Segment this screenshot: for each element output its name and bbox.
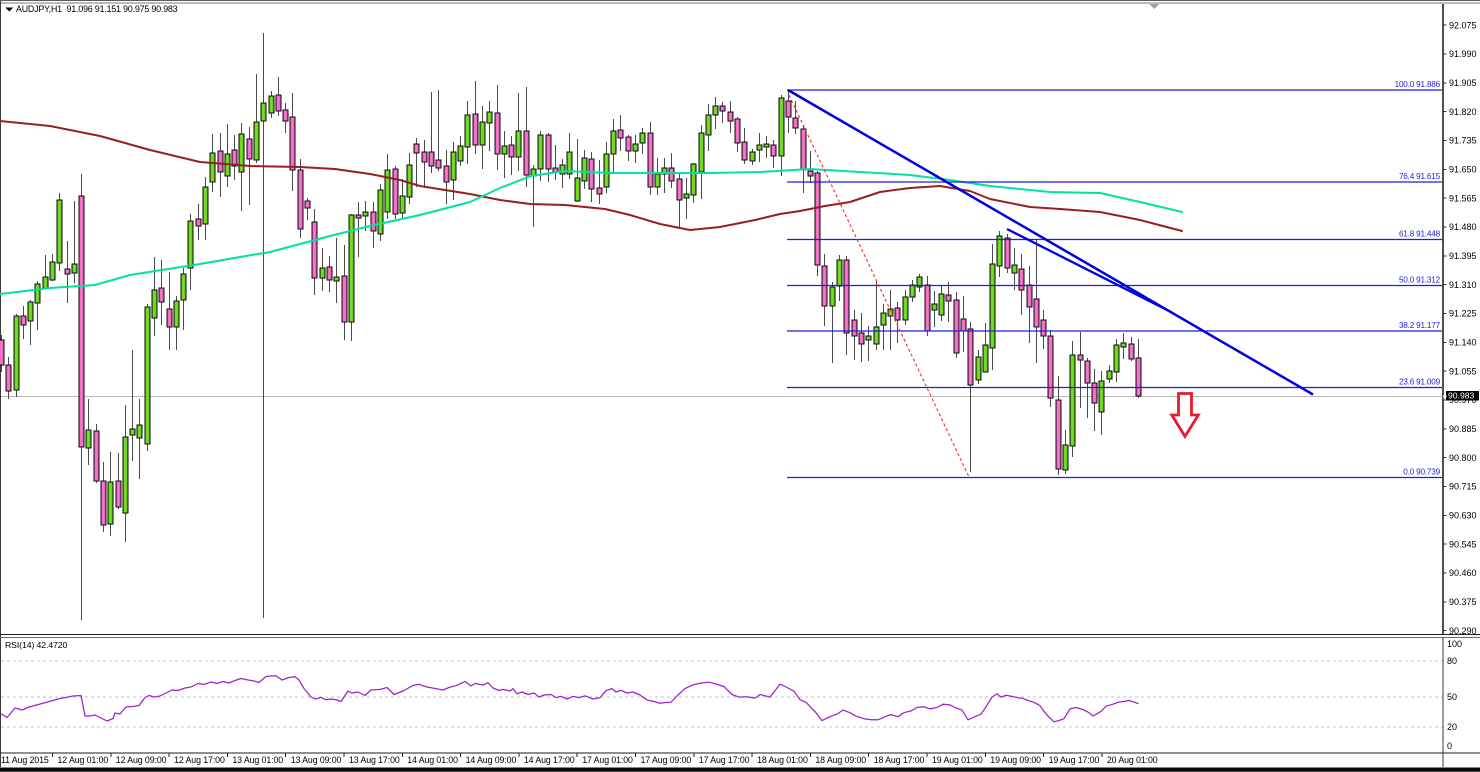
svg-text:91.225: 91.225 xyxy=(1449,309,1477,319)
svg-text:61.8 91.448: 61.8 91.448 xyxy=(1399,229,1441,238)
svg-text:14 Aug 17:00: 14 Aug 17:00 xyxy=(524,755,575,765)
svg-text:13 Aug 09:00: 13 Aug 09:00 xyxy=(291,755,342,765)
svg-text:91.480: 91.480 xyxy=(1449,222,1477,232)
svg-text:80: 80 xyxy=(1447,656,1457,666)
svg-text:13 Aug 17:00: 13 Aug 17:00 xyxy=(349,755,400,765)
svg-text:91.140: 91.140 xyxy=(1449,338,1477,348)
svg-text:90.460: 90.460 xyxy=(1449,568,1477,578)
svg-text:0: 0 xyxy=(1447,741,1452,751)
svg-text:AUDJPY,H1: AUDJPY,H1 xyxy=(16,4,62,14)
svg-text:11 Aug 2015: 11 Aug 2015 xyxy=(1,755,49,765)
svg-text:38.2 91.177: 38.2 91.177 xyxy=(1399,321,1441,330)
svg-text:91.565: 91.565 xyxy=(1449,193,1477,203)
svg-text:100: 100 xyxy=(1447,639,1462,649)
svg-text:91.905: 91.905 xyxy=(1449,78,1477,88)
svg-text:20 Aug 01:00: 20 Aug 01:00 xyxy=(1107,755,1158,765)
svg-text:91.650: 91.650 xyxy=(1449,165,1477,175)
svg-text:90.885: 90.885 xyxy=(1449,424,1477,434)
svg-text:12 Aug 17:00: 12 Aug 17:00 xyxy=(174,755,225,765)
svg-text:14 Aug 01:00: 14 Aug 01:00 xyxy=(407,755,458,765)
svg-text:90.375: 90.375 xyxy=(1449,597,1477,607)
svg-text:18 Aug 17:00: 18 Aug 17:00 xyxy=(874,755,925,765)
svg-text:90.800: 90.800 xyxy=(1449,453,1477,463)
svg-text:17 Aug 17:00: 17 Aug 17:00 xyxy=(699,755,750,765)
svg-text:23.6 91.009: 23.6 91.009 xyxy=(1399,377,1441,386)
svg-text:91.055: 91.055 xyxy=(1449,366,1477,376)
svg-text:19 Aug 17:00: 19 Aug 17:00 xyxy=(1049,755,1100,765)
svg-text:14 Aug 09:00: 14 Aug 09:00 xyxy=(466,755,517,765)
svg-text:17 Aug 09:00: 17 Aug 09:00 xyxy=(641,755,692,765)
svg-text:90.715: 90.715 xyxy=(1449,482,1477,492)
svg-text:90.983: 90.983 xyxy=(1448,391,1475,401)
svg-text:RSI(14) 42.4720: RSI(14) 42.4720 xyxy=(5,640,68,650)
svg-text:13 Aug 01:00: 13 Aug 01:00 xyxy=(232,755,283,765)
svg-text:12 Aug 01:00: 12 Aug 01:00 xyxy=(58,755,109,765)
svg-text:91.820: 91.820 xyxy=(1449,107,1477,117)
svg-text:76.4 91.615: 76.4 91.615 xyxy=(1399,172,1441,181)
svg-text:18 Aug 09:00: 18 Aug 09:00 xyxy=(815,755,866,765)
svg-text:19 Aug 09:00: 19 Aug 09:00 xyxy=(990,755,1041,765)
svg-text:19 Aug 01:00: 19 Aug 01:00 xyxy=(932,755,983,765)
svg-text:50: 50 xyxy=(1447,692,1457,702)
svg-text:90.290: 90.290 xyxy=(1449,626,1477,636)
svg-text:12 Aug 09:00: 12 Aug 09:00 xyxy=(116,755,167,765)
svg-text:18 Aug 01:00: 18 Aug 01:00 xyxy=(757,755,808,765)
svg-text:92.075: 92.075 xyxy=(1449,20,1477,30)
svg-text:90.630: 90.630 xyxy=(1449,511,1477,521)
svg-text:91.096 91.151 90.975 90.983: 91.096 91.151 90.975 90.983 xyxy=(67,4,178,14)
svg-text:20: 20 xyxy=(1447,722,1457,732)
svg-text:0.0 90.739: 0.0 90.739 xyxy=(1403,467,1440,476)
svg-text:50.0 91.312: 50.0 91.312 xyxy=(1399,275,1441,284)
svg-text:90.545: 90.545 xyxy=(1449,539,1477,549)
svg-text:91.395: 91.395 xyxy=(1449,251,1477,261)
svg-text:17 Aug 01:00: 17 Aug 01:00 xyxy=(582,755,633,765)
svg-text:91.990: 91.990 xyxy=(1449,49,1477,59)
svg-text:91.310: 91.310 xyxy=(1449,280,1477,290)
svg-text:100.0 91.886: 100.0 91.886 xyxy=(1395,80,1441,89)
svg-text:91.735: 91.735 xyxy=(1449,136,1477,146)
